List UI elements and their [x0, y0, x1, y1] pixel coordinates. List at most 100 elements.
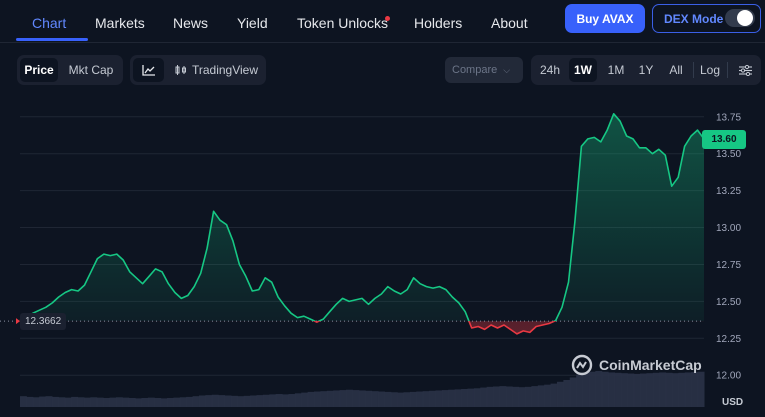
volume-bar	[448, 389, 456, 407]
volume-bar	[665, 372, 673, 407]
volume-bar	[563, 380, 571, 407]
volume-bar	[537, 385, 545, 407]
volume-bar	[505, 386, 513, 407]
tab-news[interactable]: News	[173, 15, 209, 31]
volume-bar	[608, 372, 616, 407]
currency-label: USD	[722, 397, 744, 408]
tab-chart[interactable]: Chart	[32, 15, 67, 31]
tradingview-button[interactable]: TradingView	[170, 58, 262, 82]
sliders-icon	[738, 64, 752, 76]
y-tick-label: 12.75	[716, 260, 741, 271]
volume-bar	[588, 371, 596, 407]
volume-bar	[218, 395, 226, 407]
volume-bar	[640, 373, 647, 407]
volume-bar	[493, 386, 500, 407]
candlestick-icon	[175, 65, 186, 75]
volume-bar	[154, 398, 162, 407]
volume-bar	[371, 391, 379, 407]
chart-settings-button[interactable]	[733, 58, 757, 82]
log-scale-toggle[interactable]: Log	[699, 63, 721, 77]
price-chart[interactable]: 13.75 13.50 13.25 13.00 12.75 12.50 12.25 12.00…	[0, 95, 765, 417]
tab-markets[interactable]: Markets	[95, 15, 145, 31]
volume-bar	[51, 396, 59, 407]
volume-bar	[250, 395, 258, 407]
volume-bar	[358, 390, 366, 407]
volume-bar	[224, 395, 232, 407]
range-divider	[727, 62, 728, 78]
volume-bar	[678, 372, 686, 407]
volume-bar	[454, 389, 462, 407]
buy-avax-button[interactable]: Buy AVAX	[565, 4, 645, 33]
volume-bar	[122, 397, 130, 407]
price-chart-svg[interactable]: 13.75 13.50 13.25 13.00 12.75 12.50 12.25 12.00	[0, 95, 765, 417]
volume-bar	[314, 391, 321, 407]
volume-bar	[339, 390, 347, 407]
volume-bar	[556, 381, 564, 407]
volume-bar	[544, 384, 552, 407]
volume-bar	[326, 390, 334, 407]
compare-dropdown[interactable]: Compare ⌵	[445, 57, 523, 83]
y-tick-label: 12.50	[716, 297, 741, 308]
range-1m[interactable]: 1M	[607, 63, 625, 77]
volume-bar	[167, 398, 174, 407]
dex-mode-toggle[interactable]	[725, 9, 755, 27]
volume-bar	[90, 397, 98, 407]
price-line-above	[19, 113, 705, 322]
volume-bar	[409, 391, 417, 407]
volume-bar	[256, 395, 264, 407]
dex-mode-label: DEX Mode	[664, 11, 724, 26]
toggle-knob	[737, 10, 753, 26]
volume-bar	[627, 373, 635, 407]
volume-bar	[275, 394, 283, 407]
tab-about[interactable]: About	[491, 15, 528, 31]
volume-bar	[525, 386, 532, 407]
volume-bar	[320, 391, 328, 407]
volume-bar	[397, 392, 405, 407]
volume-bar	[26, 396, 34, 407]
volume-bar	[160, 398, 168, 407]
range-1w[interactable]: 1W	[569, 58, 597, 82]
dex-mode-button[interactable]: DEX Mode	[652, 4, 761, 33]
volume-bar	[230, 395, 238, 407]
volume-bar	[499, 386, 507, 407]
price-toggle[interactable]: Price	[20, 58, 58, 82]
baseline-price-tag: 12.3662	[20, 313, 67, 331]
y-tick-label: 13.25	[716, 186, 741, 197]
volume-bar	[173, 397, 181, 407]
volume-bar	[691, 372, 699, 407]
volume-bar	[179, 397, 187, 407]
volume-bar	[480, 387, 488, 407]
range-1y[interactable]: 1Y	[638, 63, 654, 77]
line-chart-button[interactable]	[133, 58, 164, 82]
volume-bar	[601, 371, 609, 407]
volume-bar	[518, 387, 526, 407]
volume-bar	[64, 397, 72, 407]
notification-dot-badge	[385, 16, 390, 21]
volume-bar	[595, 371, 603, 407]
volume-bar	[403, 392, 411, 407]
volume-bar	[672, 373, 679, 407]
volume-bar	[198, 395, 206, 407]
range-24h[interactable]: 24h	[539, 63, 561, 77]
volume-bar	[71, 396, 79, 407]
volume-bar	[429, 390, 437, 407]
volume-bar	[473, 388, 481, 407]
tab-holders[interactable]: Holders	[414, 15, 463, 31]
tab-yield[interactable]: Yield	[237, 15, 268, 31]
mkt-cap-toggle[interactable]: Mkt Cap	[68, 63, 114, 77]
volume-bar	[352, 390, 360, 407]
tab-token-unlocks[interactable]: Token Unlocks	[297, 15, 389, 31]
volume-bar	[659, 372, 667, 407]
volume-bar	[620, 373, 628, 407]
price-area-below	[314, 321, 555, 334]
watermark-text: CoinMarketCap	[599, 357, 702, 373]
current-price-tag: 13.60	[702, 129, 746, 149]
volume-bar	[569, 377, 577, 407]
chart-type-switch: TradingView	[130, 55, 266, 85]
coinmarketcap-logo-icon	[571, 354, 593, 376]
top-nav: Chart Markets News Yield Token Unlocks H…	[0, 0, 765, 43]
volume-bar	[416, 391, 424, 407]
volume-bar	[20, 396, 27, 407]
volume-bar	[684, 372, 692, 407]
range-all[interactable]: All	[669, 63, 683, 77]
